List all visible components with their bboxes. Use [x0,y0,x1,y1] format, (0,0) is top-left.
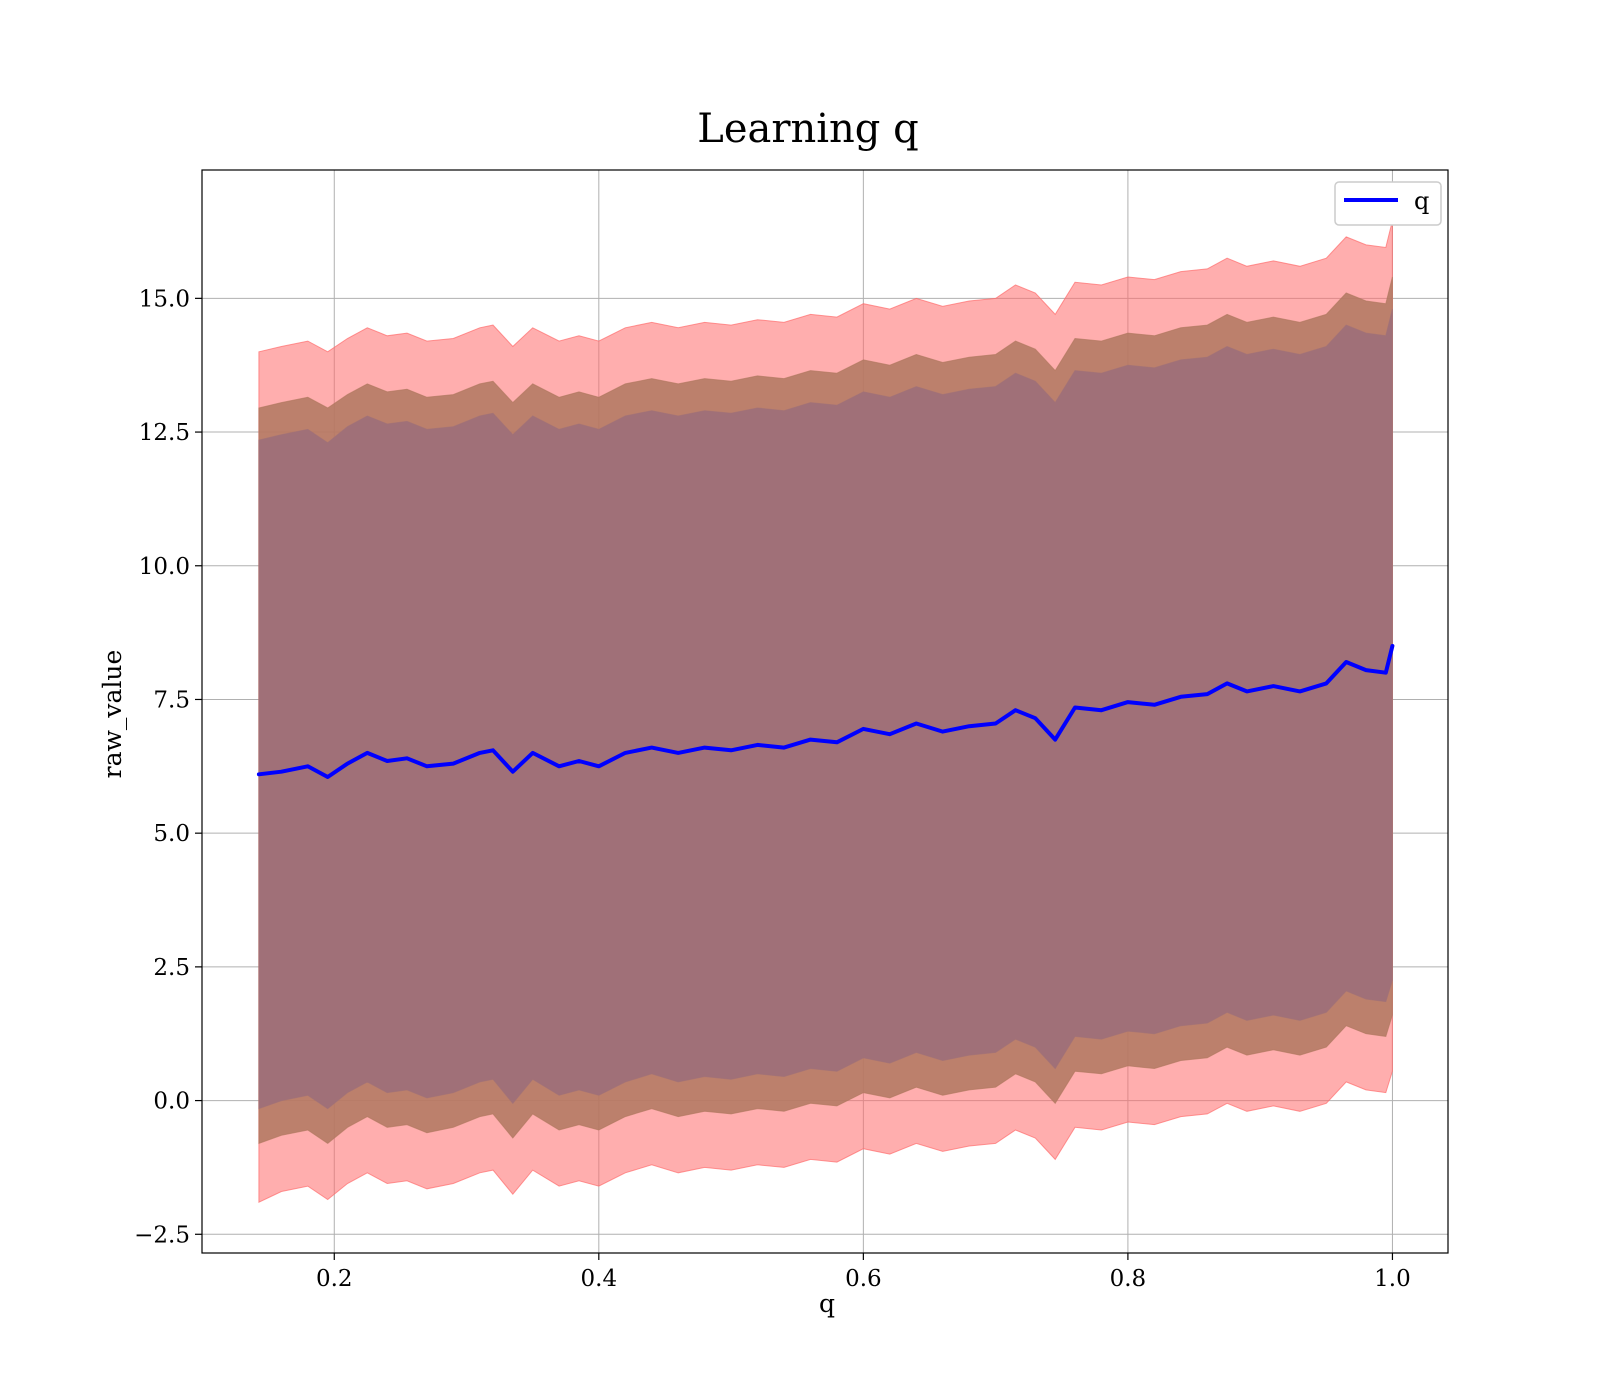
y-tick-label-5: 10.0 [139,554,190,580]
y-axis-label: raw_value [98,650,127,779]
legend-box [1334,181,1442,226]
legend: q [1334,181,1442,226]
axes-frame [201,169,1449,1254]
x-tick-label-4: 1.0 [1374,1266,1411,1292]
x-axis-label: q [819,1289,835,1318]
x-tick-label-3: 0.8 [1110,1266,1147,1292]
x-tick-label-2: 0.6 [845,1266,882,1292]
series-line-q [256,644,1395,779]
plot-area: 0.2 0.4 0.6 0.8 1.0 −2.5 0.0 2.5 5.0 7.5 10.0 12.5 1… [134,169,1449,1292]
y-tick-label-3: 5.0 [153,821,190,847]
y-tick-label-7: 15.0 [139,286,190,312]
y-tick-label-0: −2.5 [134,1222,190,1248]
y-tick-label-4: 7.5 [153,687,190,713]
inner-band [258,308,1393,1110]
x-tick-label-0: 0.2 [316,1266,353,1292]
y-tick-label-6: 12.5 [139,420,190,446]
x-tick-label-1: 0.4 [581,1266,618,1292]
y-tick-label-1: 0.0 [153,1089,190,1115]
chart-title: Learning q [697,106,918,152]
y-tick-label-2: 2.5 [153,955,190,981]
legend-label-q: q [1414,187,1429,215]
